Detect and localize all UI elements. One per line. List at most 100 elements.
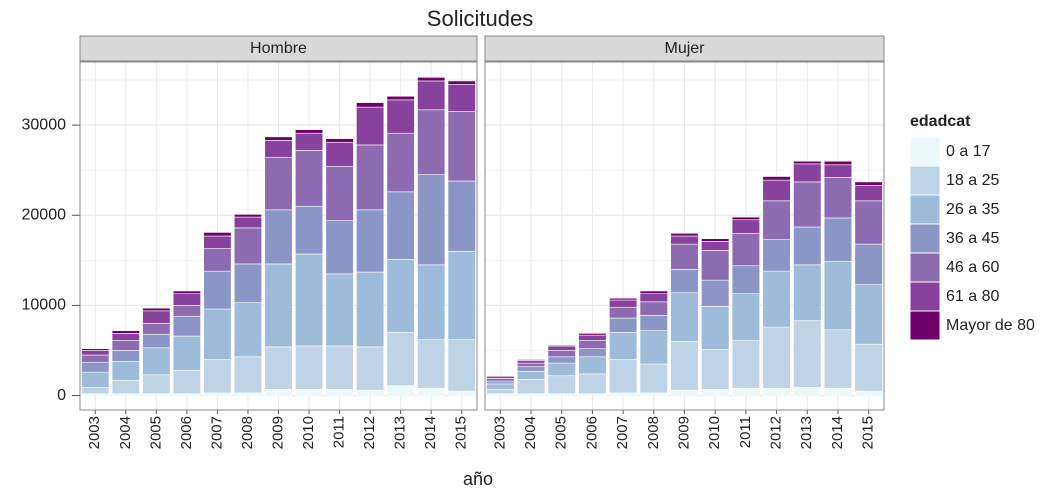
bar-segment [203, 235, 232, 249]
strip [484, 35, 885, 62]
bar-segment [386, 132, 415, 193]
bar-segment [793, 181, 822, 228]
bar-segment [670, 269, 699, 294]
bar-segment [417, 339, 446, 389]
bar-segment [386, 99, 415, 134]
bar-segment [516, 379, 546, 395]
bar-segment [172, 305, 201, 317]
bar-segment [294, 205, 324, 255]
x-tick-label: 2010 [706, 416, 723, 449]
bar-segment [142, 323, 171, 335]
bar-segment [854, 284, 883, 345]
bar-segment [762, 200, 791, 240]
bar-segment [609, 317, 638, 333]
bar-segment [294, 253, 324, 347]
bar-segment [731, 388, 760, 396]
bar-segment [81, 371, 110, 388]
legend-key [909, 136, 941, 167]
bar-segment [447, 111, 476, 182]
legend-label: 46 a 60 [946, 259, 999, 276]
bar-segment [325, 345, 354, 390]
x-tick-label: 2005 [147, 416, 164, 449]
legend-title: edadcat [910, 113, 971, 130]
bar-segment [701, 306, 730, 350]
bar-segment [823, 388, 853, 396]
bar-segment [142, 310, 171, 324]
bar-segment [854, 181, 883, 186]
bar-segment [823, 160, 853, 166]
bar-segment [854, 390, 883, 396]
bar-segment [516, 366, 546, 372]
bar-segment [172, 335, 201, 371]
facet-label: Hombre [250, 40, 307, 57]
bar-segment [233, 392, 263, 396]
bar-segment [386, 259, 415, 333]
x-tick-label: 2015 [860, 416, 877, 449]
x-tick-label: 2003 [86, 416, 103, 449]
bar-segment [854, 185, 883, 202]
bar-segment [670, 292, 699, 342]
bar-segment [547, 350, 576, 358]
bar-segment [547, 345, 576, 351]
x-tick-label: 2012 [361, 416, 378, 449]
bar-segment [486, 375, 515, 377]
bar-segment [486, 383, 515, 390]
bar-segment [386, 332, 415, 386]
bar-segment [233, 356, 263, 394]
bar-segment [762, 179, 791, 202]
bar-segment [823, 260, 853, 331]
legend-key [909, 252, 941, 283]
bar-segment [264, 140, 293, 158]
bar-segment [233, 216, 263, 229]
bar-segment [609, 359, 638, 394]
bar-segment [639, 330, 668, 365]
bar-segment [639, 293, 668, 303]
bar-segment [578, 334, 607, 341]
bar-segment [264, 263, 293, 348]
bar-segment [701, 388, 730, 396]
bar-segment [264, 209, 293, 265]
legend-label: 18 a 25 [946, 172, 999, 189]
bar-segment [203, 392, 232, 396]
bar-segment [203, 359, 232, 394]
bar-segment [639, 363, 668, 394]
bar-segment [670, 232, 699, 237]
bar-segment [356, 144, 385, 211]
bar-segment [486, 380, 515, 385]
legend-key [909, 310, 941, 341]
x-tick-label: 2004 [522, 416, 539, 449]
bar-segment [578, 348, 607, 358]
bar-segment [417, 77, 446, 82]
bar-segment [793, 160, 822, 165]
bar-segment [701, 279, 730, 307]
chart-title: Solicitudes [427, 6, 533, 31]
x-tick-label: 2011 [331, 416, 348, 448]
bar-segment [447, 180, 476, 252]
bar-segment [294, 150, 324, 207]
bar-segment [701, 349, 730, 390]
bar-segment [264, 346, 293, 390]
bar-segment [386, 191, 415, 260]
x-tick-label: 2012 [768, 416, 785, 449]
x-tick-label: 2011 [737, 416, 754, 448]
bar-segment [417, 388, 446, 396]
bar-segment [203, 248, 232, 272]
x-tick-label: 2014 [829, 416, 846, 449]
bar-segment [233, 302, 263, 358]
bar-segment [172, 315, 201, 337]
bar-segment [356, 106, 385, 146]
bar-segment [447, 84, 476, 112]
facet-label: Mujer [664, 40, 705, 57]
bar-segment [701, 238, 730, 242]
legend-label: Mayor de 80 [946, 317, 1035, 334]
bar-segment [486, 378, 515, 382]
bar-segment [731, 340, 760, 389]
bar-segment [793, 226, 822, 266]
bar-segment [670, 243, 699, 270]
bar-segment [81, 387, 110, 395]
bar-segment [547, 375, 576, 395]
bar-segment [516, 359, 546, 361]
bar-segment [731, 265, 760, 294]
bar-segment [203, 308, 232, 360]
bar-segment [325, 166, 354, 221]
